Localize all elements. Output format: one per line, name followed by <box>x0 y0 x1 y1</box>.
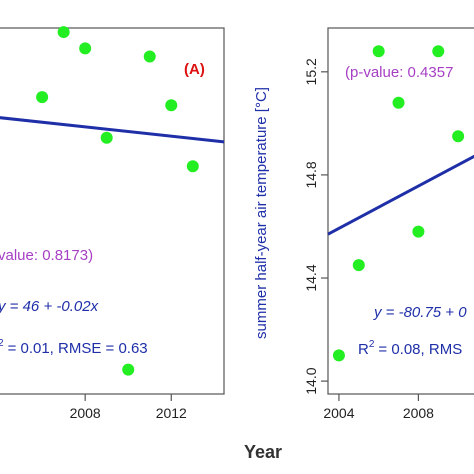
panel-a-r2-text: = 0.01, RMSE = 0.63 <box>8 340 148 357</box>
panel-a-regression-line <box>0 116 225 144</box>
panel-b-r2: R2 = 0.08, RMS <box>358 339 462 358</box>
panel-b-point-2009 <box>432 45 445 58</box>
panel-a-point-2006 <box>36 91 49 104</box>
panel-a-point-2012 <box>165 99 178 112</box>
panel-a-point-2011 <box>143 50 156 63</box>
panel-b-y-tick-label-15.2: 15.2 <box>303 58 319 85</box>
panel-b-x-tick-label-2004: 2004 <box>323 405 354 421</box>
panel-b-y-axis-label: summer half-year air temperature [°C] <box>253 87 270 339</box>
panel-a-point-2008 <box>79 42 92 55</box>
panel-b-regression-line <box>327 154 474 236</box>
panel-a-frame <box>0 27 225 395</box>
panel-b-point-2010 <box>452 130 465 143</box>
panel-a-point-2009 <box>100 131 113 144</box>
panel-b-points <box>332 45 465 362</box>
panel-a-point-2013 <box>186 160 199 173</box>
panel-a-equation: y = 46 + -0.02x <box>0 298 99 315</box>
panel-a-pvalue: value: 0.8173) <box>0 247 93 264</box>
panel-a-r2: 2 = 0.01, RMSE = 0.63 <box>0 338 148 357</box>
panel-b-pvalue: (p-value: 0.4357 <box>345 64 453 81</box>
panel-b: summer half-year air temperature [°C] 20… <box>253 27 474 421</box>
panel-b-point-2006 <box>372 45 385 58</box>
panel-b-frame <box>327 27 474 395</box>
panel-b-point-2005 <box>352 259 365 272</box>
panel-b-r2-base: R <box>358 341 369 358</box>
panel-b-y-tick-label-14.4: 14.4 <box>303 264 319 291</box>
panel-a-label: (A) <box>184 61 205 78</box>
panel-a: (A) 2008 2012 value: 0.8173) y = 46 + -0.… <box>0 26 225 421</box>
panel-b-x-tick-label-2008: 2008 <box>403 405 434 421</box>
panel-b-x-ticks: 2004 2008 <box>323 394 434 421</box>
x-axis-title: Year <box>244 442 282 462</box>
panel-a-x-tick-label-2008: 2008 <box>70 405 101 421</box>
panel-b-y-tick-label-14.8: 14.8 <box>303 161 319 188</box>
panel-b-point-2004 <box>332 349 345 362</box>
panel-b-point-2007 <box>392 96 405 109</box>
panel-b-y-ticks: 14.0 14.4 14.8 15.2 <box>303 58 328 395</box>
panel-b-y-tick-label-14: 14.0 <box>303 367 319 394</box>
panel-a-point-2007 <box>57 26 70 39</box>
panel-a-points <box>36 26 199 376</box>
panel-a-x-ticks: 2008 2012 <box>70 394 187 421</box>
panel-a-x-tick-label-2012: 2012 <box>156 405 187 421</box>
panel-a-r2-sup: 2 <box>0 338 4 349</box>
panel-a-point-2010 <box>122 363 135 376</box>
panel-b-point-2008 <box>412 225 425 238</box>
panel-b-r2-sup: 2 <box>369 339 375 350</box>
panel-b-equation: y = -80.75 + 0 <box>373 304 467 321</box>
panel-b-r2-text: = 0.08, RMS <box>378 341 462 358</box>
